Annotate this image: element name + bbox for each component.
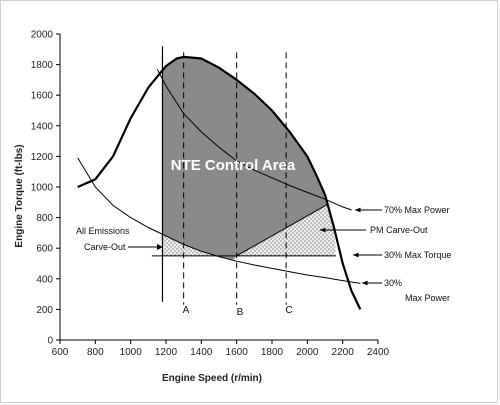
y-tick-label: 0 bbox=[47, 336, 53, 347]
speed-marker-a: A bbox=[183, 305, 190, 316]
arrow-pm-carve-out-head bbox=[320, 227, 326, 233]
y-tick-label: 1600 bbox=[31, 91, 54, 102]
x-tick-label: 1200 bbox=[155, 347, 178, 358]
arrow-emissions-head bbox=[157, 244, 163, 250]
max-power-70-curve bbox=[156, 68, 352, 211]
speed-marker-c: C bbox=[285, 305, 292, 316]
max-power-30-label-line1: 30% bbox=[384, 278, 402, 288]
x-axis-label: Engine Speed (r/min) bbox=[162, 373, 262, 384]
y-tick-label: 400 bbox=[36, 274, 53, 285]
y-axis-label: Engine Torque (ft-lbs) bbox=[14, 144, 25, 247]
nte-control-area bbox=[162, 56, 328, 261]
pm-carve-out-edge bbox=[236, 203, 328, 257]
x-tick-label: 800 bbox=[87, 347, 104, 358]
arrow-max-power-30 bbox=[362, 280, 382, 286]
arrow-max-torque-30-head bbox=[353, 252, 359, 258]
y-tick-label: 200 bbox=[36, 305, 53, 316]
max-torque-30-label: 30% Max Torque bbox=[384, 250, 451, 260]
max-torque-envelope-curve bbox=[77, 55, 362, 310]
y-tick-label: 1200 bbox=[31, 152, 54, 163]
arrow-max-power-70 bbox=[355, 207, 382, 213]
emissions-carve-out-label-line2: Carve-Out bbox=[84, 242, 126, 252]
y-tick-label: 2000 bbox=[31, 30, 54, 41]
max-power-30-label-line2: Max Power bbox=[405, 293, 450, 303]
speed-marker-b: B bbox=[237, 307, 244, 318]
x-tick-label: 1600 bbox=[226, 347, 249, 358]
x-tick-label: 1000 bbox=[120, 347, 143, 358]
x-tick-label: 2200 bbox=[332, 347, 355, 358]
arrow-max-power-30-head bbox=[362, 280, 368, 286]
emissions-carve-out-label-line1: All Emissions bbox=[76, 226, 130, 236]
x-tick-label: 600 bbox=[52, 347, 69, 358]
carve-out-region bbox=[162, 204, 336, 256]
arrow-max-torque-30 bbox=[353, 252, 382, 258]
y-tick-label: 1000 bbox=[31, 183, 54, 194]
y-tick-label: 600 bbox=[36, 244, 53, 255]
nte-control-area-label: NTE Control Area bbox=[171, 157, 296, 174]
x-tick-label: 2000 bbox=[296, 347, 319, 358]
x-tick-label: 1400 bbox=[190, 347, 213, 358]
max-power-70-label: 70% Max Power bbox=[384, 205, 450, 215]
arrow-pm-carve-out bbox=[320, 227, 366, 233]
y-tick-label: 1400 bbox=[31, 121, 54, 132]
arrow-max-power-70-head bbox=[355, 207, 361, 213]
y-tick-label: 800 bbox=[36, 213, 53, 224]
pm-carve-out-label: PM Carve-Out bbox=[370, 225, 428, 235]
y-tick-label: 1800 bbox=[31, 60, 54, 71]
x-tick-label: 1800 bbox=[261, 347, 284, 358]
max-power-30-curve bbox=[77, 157, 361, 284]
x-tick-label: 2400 bbox=[367, 347, 390, 358]
